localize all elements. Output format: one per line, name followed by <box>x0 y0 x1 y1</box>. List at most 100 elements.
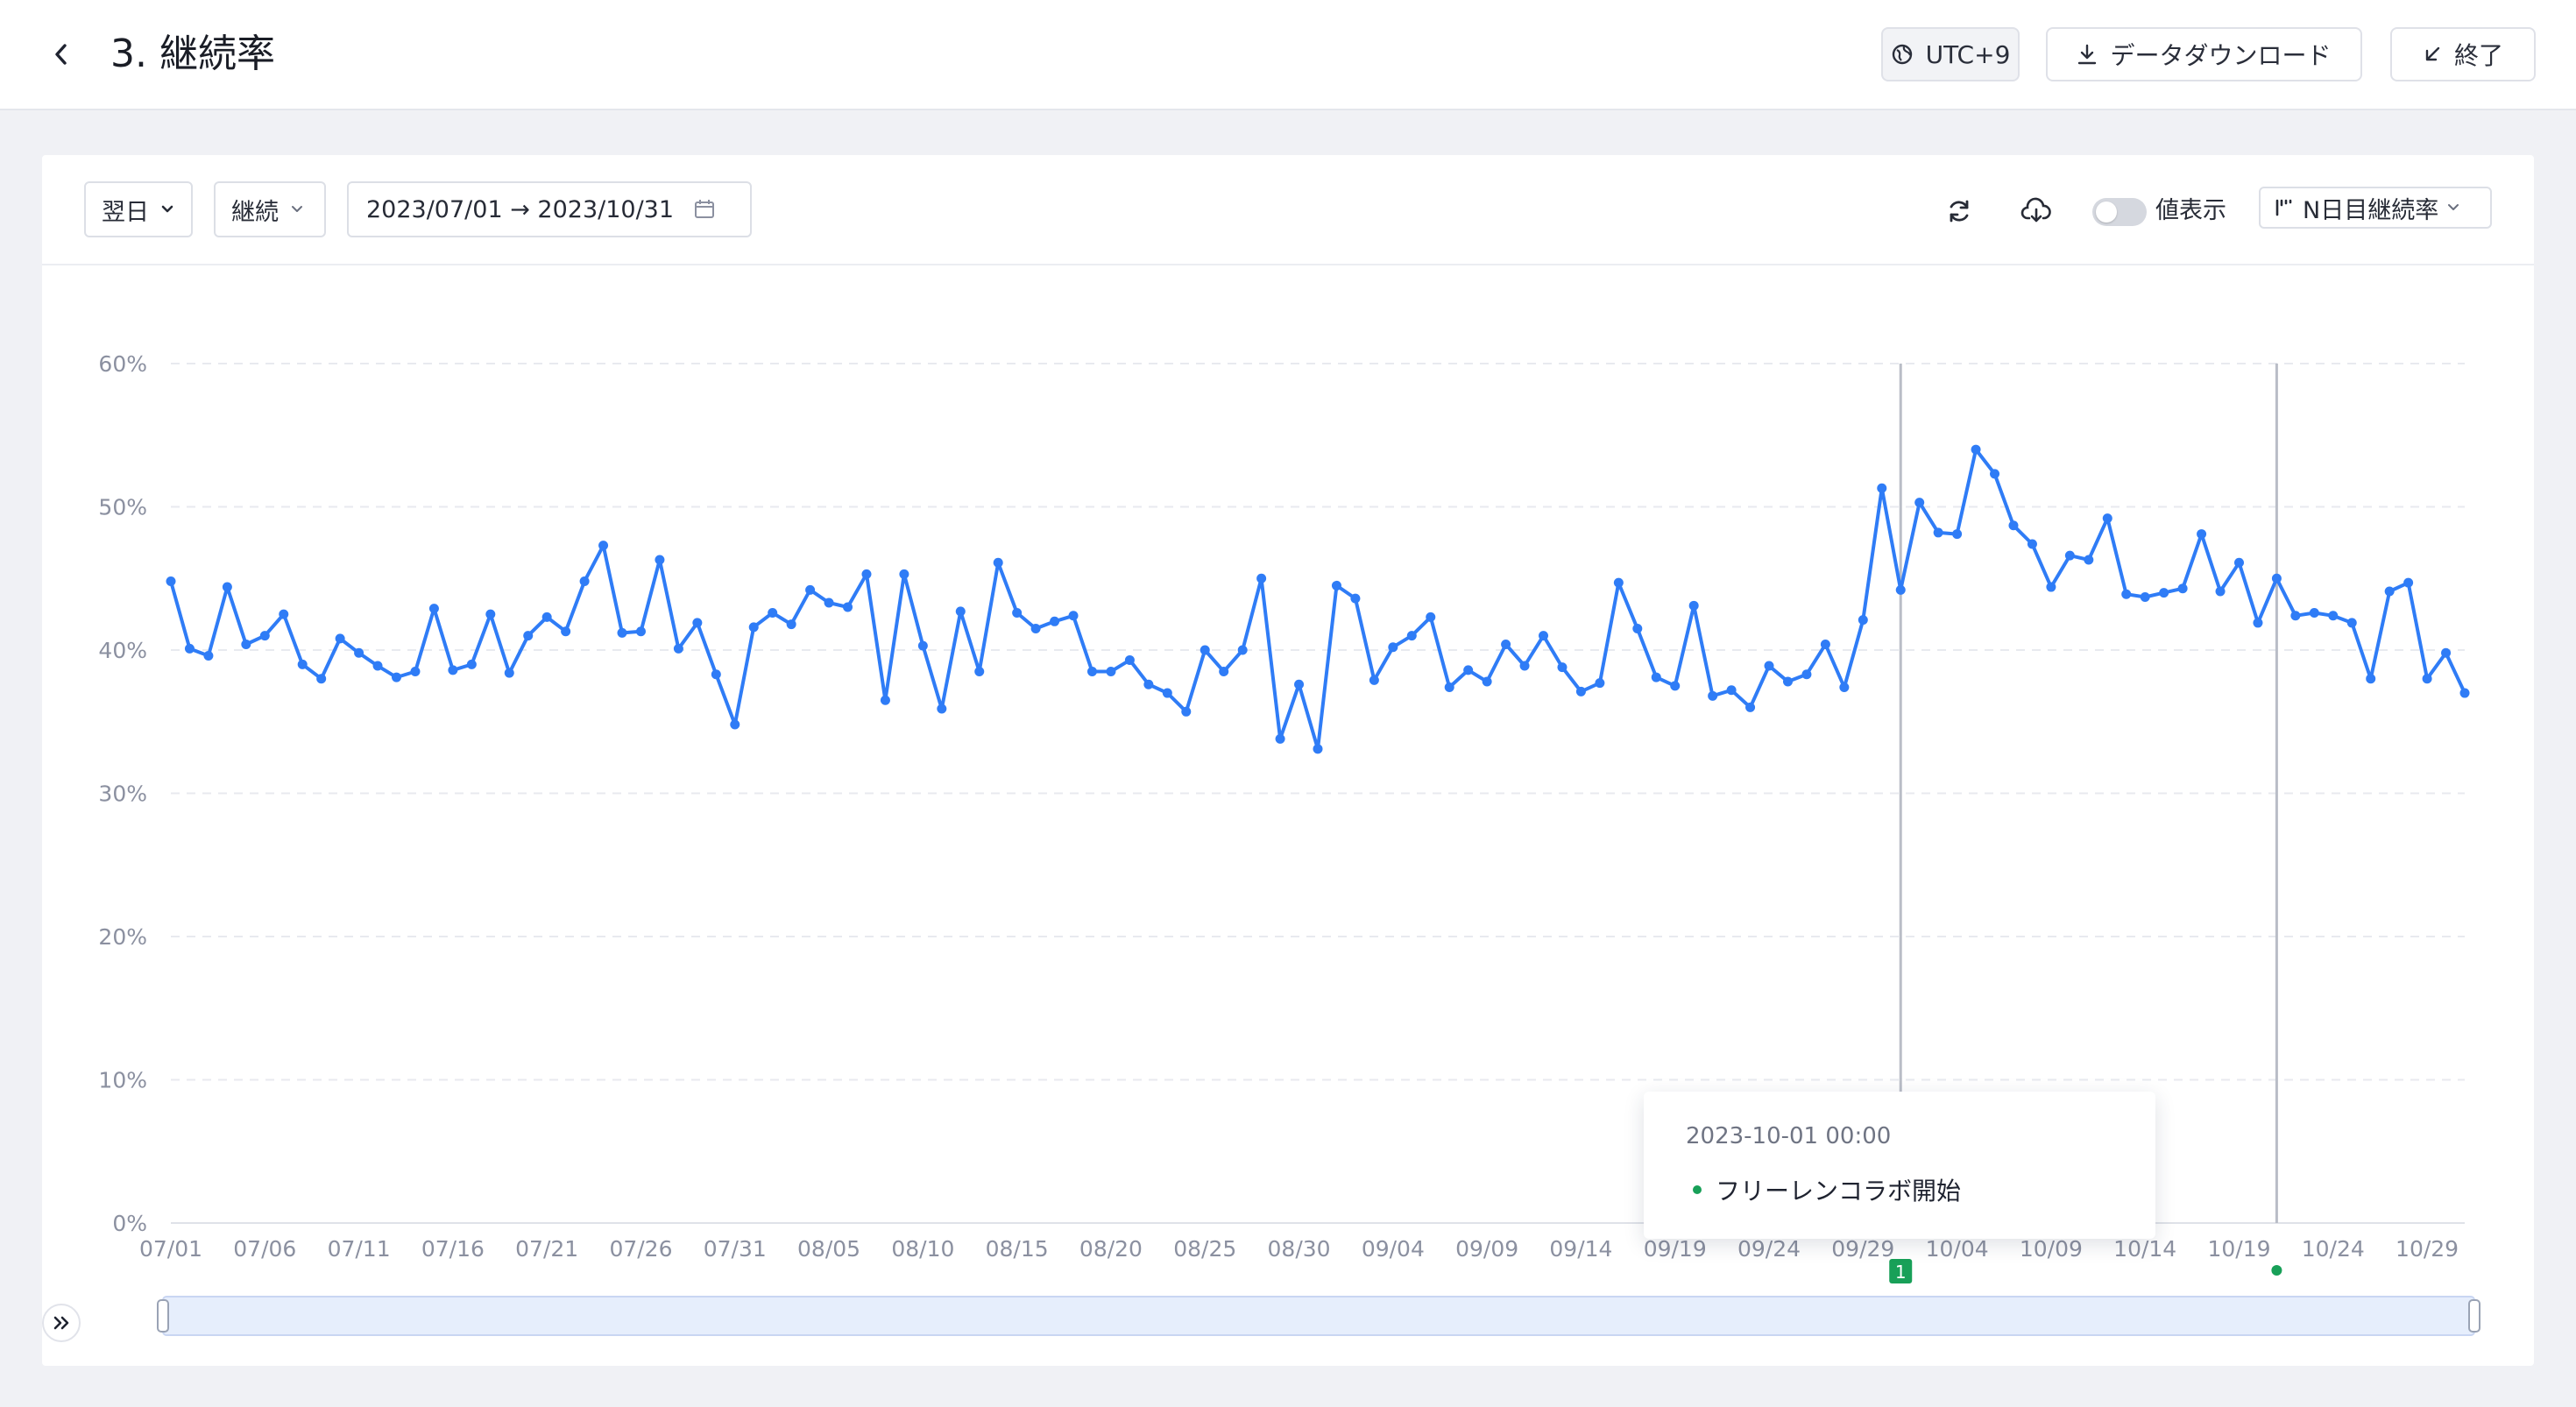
x-tick-label: 07/01 <box>139 1236 202 1262</box>
exit-button[interactable]: 終了 <box>2390 27 2536 81</box>
cloud-download-button[interactable] <box>2019 194 2054 229</box>
tooltip-event-label: フリーレンコラボ開始 <box>1716 1177 1962 1205</box>
x-tick-label: 07/26 <box>609 1236 672 1262</box>
data-point <box>1050 616 1060 626</box>
data-point <box>768 607 778 618</box>
data-point <box>1782 676 1793 687</box>
expand-sidebar-button[interactable] <box>42 1304 81 1342</box>
metric-select-value: 継続 <box>231 198 279 226</box>
range-slider <box>157 1296 2480 1336</box>
timezone-label: UTC+9 <box>1925 39 2011 69</box>
data-point <box>428 604 439 614</box>
data-point <box>1086 667 1097 677</box>
x-tick-label: 09/19 <box>1644 1236 1707 1262</box>
data-point <box>1406 631 1417 641</box>
data-point <box>2290 611 2301 621</box>
data-point <box>1256 573 1267 583</box>
data-point <box>730 719 740 730</box>
top-bar: 3. 継続率 UTC+9 データダウンロード 終了 <box>0 0 2576 110</box>
data-point <box>279 609 289 619</box>
metric-select[interactable]: 継続 <box>214 181 326 237</box>
data-point <box>711 669 721 680</box>
data-point <box>2046 582 2056 592</box>
data-point <box>843 602 853 612</box>
data-point <box>1990 469 2000 479</box>
x-tick-label: 08/25 <box>1173 1236 1236 1262</box>
tooltip-date: 2023-10-01 00:00 <box>1686 1123 1892 1149</box>
tooltip-event-item: フリーレンコラボ開始 <box>1693 1172 1961 1207</box>
data-point <box>1162 688 1172 698</box>
y-tick-label: 20% <box>98 924 147 950</box>
data-point <box>541 612 552 622</box>
x-tick-label: 10/29 <box>2396 1236 2459 1262</box>
data-point <box>2215 586 2226 597</box>
x-tick-label: 09/24 <box>1737 1236 1801 1262</box>
data-point <box>2159 588 2169 598</box>
data-point <box>1688 600 1699 611</box>
back-button[interactable] <box>46 39 77 70</box>
event-marker-number: 1 <box>1895 1262 1907 1283</box>
data-point <box>617 627 627 638</box>
data-point <box>1839 682 1850 693</box>
data-point <box>448 665 458 675</box>
data-point <box>1012 607 1023 618</box>
range-slider-track[interactable] <box>162 1296 2475 1336</box>
x-tick-label: 08/10 <box>891 1236 954 1262</box>
data-point <box>372 661 383 671</box>
data-point <box>1275 733 1285 744</box>
data-point <box>1858 615 1868 626</box>
chevron-left-icon <box>55 44 67 65</box>
x-tick-label: 09/04 <box>1362 1236 1425 1262</box>
data-point <box>2403 577 2414 588</box>
data-point <box>1557 662 1568 673</box>
data-point <box>786 619 796 630</box>
data-point <box>2140 592 2150 603</box>
x-tick-label: 08/15 <box>986 1236 1049 1262</box>
event-dot <box>1693 1185 1702 1194</box>
cloud-download-icon <box>2020 197 2051 223</box>
data-point <box>635 626 646 637</box>
data-point <box>1237 645 1248 655</box>
data-point <box>392 672 402 682</box>
data-point <box>880 695 890 705</box>
x-tick-label: 08/30 <box>1268 1236 1331 1262</box>
data-point <box>1294 679 1305 689</box>
x-tick-label: 07/11 <box>328 1236 391 1262</box>
data-point <box>1632 623 1643 633</box>
data-point <box>1971 444 1981 455</box>
data-point <box>824 597 834 608</box>
data-point <box>1501 639 1511 649</box>
x-tick-label: 10/14 <box>2113 1236 2176 1262</box>
data-point <box>2346 618 2357 628</box>
refresh-button[interactable] <box>1942 194 1977 229</box>
chart-card: 翌日 継続 2023/07/01 → 2023/10/31 値表示 N日目継続率 <box>42 155 2534 1366</box>
series-points <box>166 444 2470 754</box>
download-data-button[interactable]: データダウンロード <box>2046 27 2362 81</box>
data-point <box>1369 675 1379 685</box>
nday-retention-select[interactable]: N日目継続率 <box>2259 187 2492 229</box>
value-display-toggle[interactable] <box>2092 198 2147 226</box>
range-slider-handle-left[interactable] <box>157 1299 169 1333</box>
chevron-down-icon <box>161 205 173 213</box>
range-slider-handle-right[interactable] <box>2468 1299 2480 1333</box>
data-point <box>974 667 985 677</box>
data-point <box>485 609 496 619</box>
data-point <box>1463 665 1474 675</box>
minimize-arrow-icon <box>2425 46 2440 61</box>
toggle-knob <box>2096 202 2117 223</box>
calendar-icon <box>695 200 715 218</box>
data-point <box>2233 557 2244 568</box>
data-point <box>1200 645 1210 655</box>
data-point <box>805 584 816 595</box>
data-point <box>2366 674 2376 684</box>
data-point <box>1426 612 1436 622</box>
double-chevron-right-icon <box>53 1316 69 1330</box>
period-select[interactable]: 翌日 <box>84 181 193 237</box>
date-range-picker[interactable]: 2023/07/01 → 2023/10/31 <box>347 181 752 237</box>
data-point <box>673 643 683 654</box>
value-display-label: 値表示 <box>2155 197 2226 224</box>
timezone-button[interactable]: UTC+9 <box>1881 27 2020 81</box>
x-tick-label: 07/21 <box>515 1236 578 1262</box>
data-point <box>899 569 909 579</box>
data-point <box>203 651 214 661</box>
